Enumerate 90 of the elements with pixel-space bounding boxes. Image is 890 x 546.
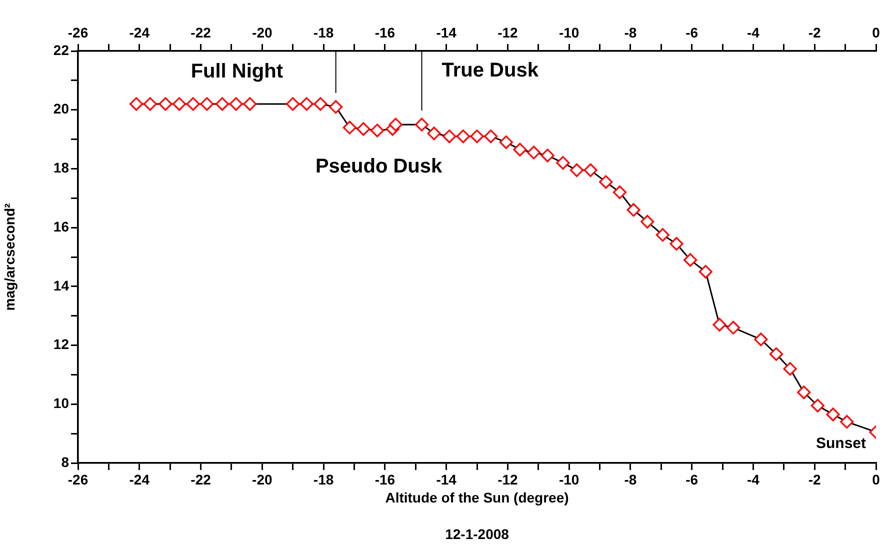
point [356,122,370,136]
x2-tick-label: -6 [686,24,698,40]
text: 12-1-2008 [445,526,510,542]
point [172,97,186,111]
point [186,97,200,111]
y-tick-label: 18 [53,160,70,176]
x-tick-label: -22 [190,471,212,488]
x-tick-label: -10 [558,471,580,488]
x-tick-label: -26 [68,471,88,488]
point [570,163,584,177]
x-tick-label: -6 [686,471,698,488]
x-tick-label: -2 [808,471,822,488]
point [726,320,740,334]
y-tick-label: 12 [53,336,70,352]
point [499,135,513,150]
x-tick-label: -24 [129,471,150,488]
point [342,120,356,134]
annotation: Pseudo Dusk [315,156,444,178]
x-tick-label: -14 [436,471,457,488]
point [200,97,214,111]
point [143,97,157,111]
y-tick-label: 16 [53,218,70,234]
x2-tick-label: -18 [313,24,334,40]
point [427,126,441,140]
x2-tick-label: -4 [747,24,760,40]
y-tick-label: 8 [61,454,70,470]
x-tick-label: -12 [498,471,518,488]
x2-tick-label: -2 [808,24,822,40]
point [769,347,784,361]
x-axis-title: Altitude of the Sun (degree) [385,489,569,506]
point [300,97,314,111]
point [698,264,712,279]
point [215,97,230,111]
point [797,386,811,400]
y-tick-label: 14 [53,277,70,294]
y-axis-title: mag/arcsecond² [1,202,18,311]
x2-tick-label: -14 [436,24,457,40]
point [584,163,598,177]
x-tick-label: 0 [872,471,880,488]
point [540,148,554,162]
x-tick-label: -8 [624,471,637,488]
x2-tick-label: -24 [129,24,150,40]
x2-tick-label: -8 [624,24,637,40]
point [612,185,627,200]
x2-tick-label: -12 [498,24,518,40]
point [470,130,484,144]
x-tick-label: -18 [313,471,334,488]
point [388,118,402,132]
point [286,97,300,111]
y-tick-label: 22 [53,42,70,58]
point [456,130,470,144]
point [640,214,654,228]
x2-tick-label: -10 [558,24,580,40]
x-tick-label: -20 [252,471,272,488]
y-tick-label: 20 [53,100,70,117]
point [314,97,328,111]
ref-line-label: Full Night [190,60,284,83]
point [329,100,343,114]
point [484,130,498,144]
y-tick-label: 10 [53,395,70,411]
point [130,97,144,111]
ref-line-label: True Dusk [442,60,540,82]
x-tick-label: -16 [374,471,396,488]
point [526,146,541,160]
point [556,156,570,170]
point [370,124,384,138]
point [840,415,854,429]
x-tick-label: -4 [747,471,760,488]
point [414,118,429,132]
point [783,362,797,376]
point [656,228,670,242]
point [712,318,726,332]
point [513,142,527,156]
point [670,236,684,251]
point [826,408,840,422]
point [626,203,640,217]
point [229,97,243,111]
point [158,97,172,111]
point [684,253,698,267]
point [442,130,456,144]
x2-tick-label: 0 [872,24,880,40]
point [754,332,768,346]
x2-tick-label: -20 [252,24,272,40]
x2-tick-label: -26 [68,24,88,40]
x2-tick-label: -22 [190,24,212,40]
point [243,97,257,111]
x2-tick-label: -16 [374,24,396,40]
point [599,175,613,189]
point [810,398,824,412]
annotation: Sunset [816,435,866,452]
